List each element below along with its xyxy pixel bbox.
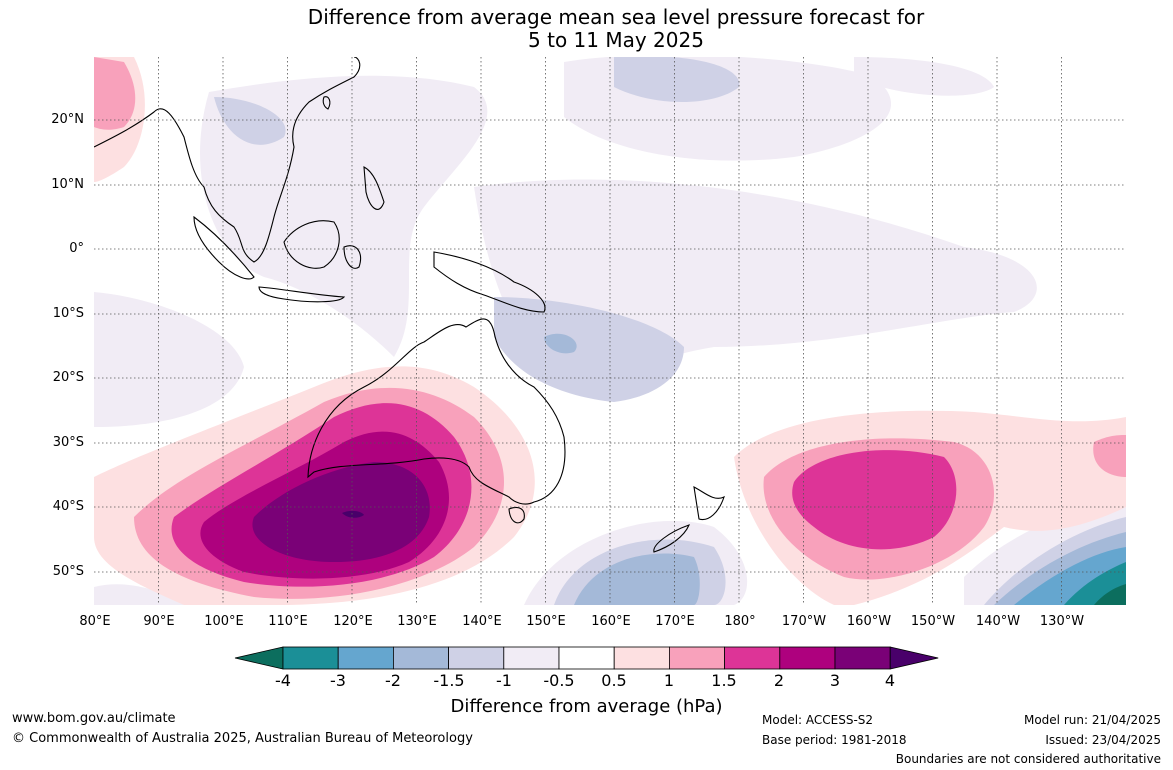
- colorbar-segment: [558, 646, 615, 670]
- lat-label: 20°N: [51, 112, 84, 127]
- lat-label: 0°: [69, 241, 84, 256]
- lat-label: 20°S: [52, 370, 84, 385]
- coastlines: [94, 57, 725, 553]
- lon-label: 80°E: [79, 614, 111, 629]
- lon-label: 160°E: [591, 614, 631, 629]
- lon-label: 150°W: [910, 614, 956, 629]
- copyright-text: © Commonwealth of Australia 2025, Austra…: [12, 731, 473, 746]
- colorbar-segment: [392, 646, 449, 670]
- lon-label: 100°E: [204, 614, 244, 629]
- lon-label: 120°E: [333, 614, 373, 629]
- lat-label: 40°S: [52, 499, 84, 514]
- tasmania-coastline: [508, 506, 525, 524]
- colorbar-tick-label: 3: [829, 671, 841, 690]
- positive-anomaly-regions: [94, 57, 1126, 605]
- model-run-text: Model run: 21/04/2025: [1023, 713, 1161, 727]
- lat-label: 50°S: [52, 564, 84, 579]
- colorbar-tick-label: 0.5: [601, 671, 627, 690]
- lat-label: 10°N: [51, 177, 84, 192]
- colorbar-segment: [448, 646, 505, 670]
- colorbar-segment: [834, 646, 891, 670]
- colorbar-tick-label: -0.5: [543, 671, 575, 690]
- base-period-text: Base period: 1981-2018: [762, 733, 907, 747]
- asia-coastline: [94, 57, 361, 263]
- disclaimer-text: Boundaries are not considered authoritat…: [895, 752, 1161, 766]
- chart-title-line2: 5 to 11 May 2025: [528, 28, 704, 52]
- colorbar-tick-label: -3: [330, 671, 346, 690]
- chart-title-line1: Difference from average mean sea level p…: [307, 5, 925, 29]
- philippines-coastline: [363, 166, 385, 210]
- model-text: Model: ACCESS-S2: [762, 713, 874, 727]
- colorbar-segment: [724, 646, 781, 670]
- borneo-coastline: [283, 220, 340, 269]
- lon-label: 90°E: [143, 614, 175, 629]
- sulawesi-coastline: [343, 245, 362, 269]
- pressure-anomaly-map: [94, 57, 1126, 605]
- website-text: www.bom.gov.au/climate: [12, 711, 176, 726]
- taiwan-coastline: [322, 96, 331, 110]
- colorbar-segment: [613, 646, 670, 670]
- sumatra-coastline: [193, 215, 255, 280]
- lon-label: 160°W: [846, 614, 892, 629]
- new-guinea-coastline: [433, 251, 546, 313]
- colorbar-tick-label: 1.5: [711, 671, 737, 690]
- colorbar-extend-high: [889, 646, 939, 670]
- lon-label: 130°W: [1039, 614, 1085, 629]
- colorbar-tick-label: 4: [884, 671, 896, 690]
- colorbar-extend-low: [234, 646, 284, 670]
- issued-text: Issued: 23/04/2025: [1045, 733, 1161, 747]
- graticule: [94, 57, 1126, 605]
- lat-label: 10°S: [52, 306, 84, 321]
- negative-anomaly-blue-regions: [544, 333, 1126, 605]
- colorbar-tick-label: -1.5: [433, 671, 465, 690]
- australia-coastline: [307, 318, 566, 505]
- java-coastline: [258, 286, 346, 303]
- colorbar-segment: [668, 646, 725, 670]
- lon-label: 140°W: [975, 614, 1021, 629]
- colorbar: [234, 646, 939, 670]
- colorbar-tick-label: -1: [496, 671, 512, 690]
- colorbar-tick-label: -2: [385, 671, 401, 690]
- lon-label: 140°E: [462, 614, 502, 629]
- lon-label: 110°E: [268, 614, 308, 629]
- colorbar-segment: [779, 646, 836, 670]
- lat-label: 30°S: [52, 435, 84, 450]
- colorbar-segment: [337, 646, 394, 670]
- colorbar-label: Difference from average (hPa): [450, 696, 723, 717]
- colorbar-tick-label: 1: [663, 671, 675, 690]
- colorbar-tick-label: -4: [275, 671, 291, 690]
- lon-label: 170°W: [781, 614, 827, 629]
- colorbar-segment: [503, 646, 560, 670]
- lon-label: 130°E: [397, 614, 437, 629]
- lon-label: 150°E: [526, 614, 566, 629]
- colorbar-segment: [282, 646, 339, 670]
- new-zealand-coastline: [653, 486, 725, 553]
- lon-label: 170°E: [655, 614, 695, 629]
- lon-label: 180°: [724, 614, 756, 629]
- colorbar-tick-label: 2: [773, 671, 785, 690]
